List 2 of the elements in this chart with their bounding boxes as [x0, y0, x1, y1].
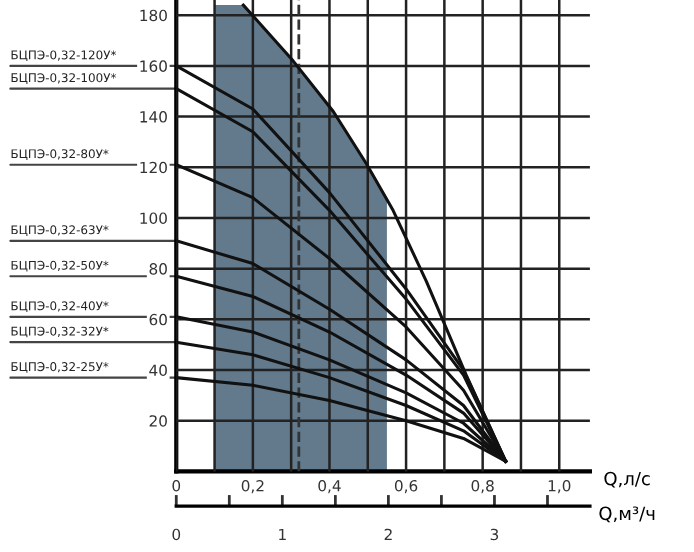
- x-axis-title: Q,л/с: [604, 471, 650, 488]
- x2-axis-title: Q,м³/ч: [599, 506, 655, 523]
